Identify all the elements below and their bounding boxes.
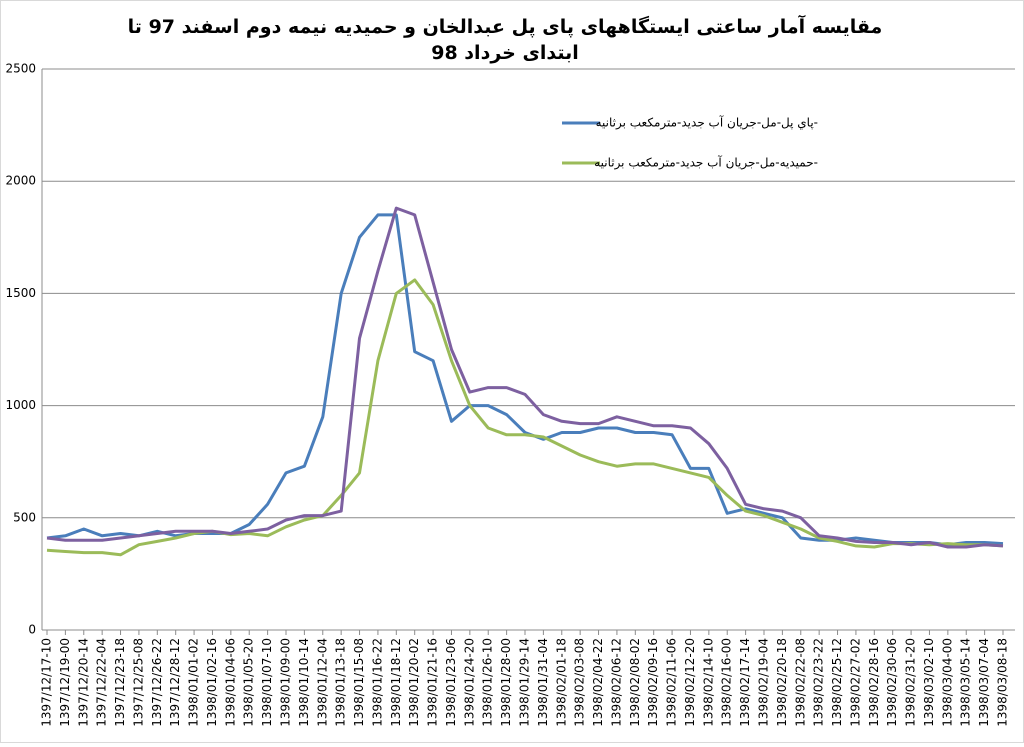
series-line	[46, 213, 1004, 547]
x-tick-label: 1398/02/20-18	[775, 638, 789, 727]
x-tick-label: 1398/01/02-16	[205, 638, 219, 727]
x-tick-label: 1398/01/23-06	[444, 638, 458, 727]
x-tick-label: 1398/03/07-04	[977, 638, 991, 727]
x-tick-label: 1397/12/25-08	[131, 638, 145, 727]
x-tick-label: 1398/01/31-04	[536, 638, 550, 727]
legend-label: حميديه-مل-جريان آب جديد-مترمكعب برثانيه-	[594, 155, 818, 171]
y-tick-label: 500	[13, 510, 36, 524]
series-line	[46, 206, 1004, 549]
x-tick-label: 1397/12/20-14	[76, 638, 90, 727]
x-tick-label: 1398/03/04-00	[940, 638, 954, 727]
x-tick-label: 1398/03/02-10	[922, 638, 936, 727]
x-tick-label: 1398/02/25-12	[830, 638, 844, 727]
x-tick-label: 1398/01/28-00	[499, 638, 513, 727]
x-tick-label: 1398/02/01-18	[554, 638, 568, 727]
y-tick-label: 1000	[5, 398, 36, 412]
x-tick-label: 1398/02/04-22	[591, 638, 605, 727]
x-tick-label: 1398/01/15-08	[352, 638, 366, 727]
x-tick-label: 1398/01/26-10	[481, 638, 495, 727]
x-tick-label: 1398/01/05-20	[242, 638, 256, 727]
x-tick-label: 1398/02/06-12	[609, 638, 623, 727]
chart-title: مقایسه آمار ساعتی ایستگاههای پای پل عبدا…	[127, 16, 883, 64]
x-tick-label: 1397/12/23-18	[113, 638, 127, 727]
x-tick-label: 1398/02/28-16	[867, 638, 881, 727]
x-tick-label: 1398/02/11-06	[665, 638, 679, 727]
x-tick-label: 1397/12/22-04	[95, 638, 109, 727]
x-tick-label: 1397/12/17-10	[40, 638, 54, 727]
x-tick-label: 1398/02/17-14	[738, 638, 752, 727]
x-tick-label: 1398/02/30-06	[885, 638, 899, 727]
x-tick-label: 1398/01/09-00	[279, 638, 293, 727]
y-tick-label: 2000	[5, 174, 36, 188]
x-tick-label: 1398/01/24-20	[462, 638, 476, 727]
x-tick-label: 1398/02/09-16	[646, 638, 660, 727]
x-tick-label: 1398/01/16-22	[370, 638, 384, 727]
y-tick-label: 2500	[5, 62, 36, 76]
x-tick-label: 1398/01/10-14	[297, 638, 311, 727]
x-tick-label: 1398/02/14-10	[701, 638, 715, 727]
series-line	[46, 278, 1004, 557]
x-tick-label: 1398/02/12-20	[683, 638, 697, 727]
y-tick-label: 1500	[5, 286, 36, 300]
x-tick-label: 1397/12/19-00	[58, 638, 72, 727]
x-tick-label: 1398/01/01-02	[187, 638, 201, 727]
x-tick-label: 1398/01/21-16	[426, 638, 440, 727]
x-tick-label: 1397/12/28-12	[168, 638, 182, 727]
x-tick-label: 1398/02/22-08	[793, 638, 807, 727]
x-tick-label: 1398/02/16-00	[720, 638, 734, 727]
x-tick-label: 1398/02/27-02	[848, 638, 862, 727]
x-tick-label: 1398/01/13-18	[334, 638, 348, 727]
x-tick-label: 1398/01/04-06	[223, 638, 237, 727]
x-tick-label: 1398/02/03-08	[573, 638, 587, 727]
x-tick-label: 1398/02/08-02	[628, 638, 642, 727]
y-tick-label: 0	[28, 623, 36, 637]
x-tick-label: 1398/03/08-18	[996, 638, 1010, 727]
legend-label: پاي پل-مل-جريان آب جديد-مترمكعب برثانيه-	[596, 115, 818, 131]
x-tick-label: 1398/01/12-04	[315, 638, 329, 727]
x-tick-label: 1398/01/29-14	[518, 638, 532, 727]
x-tick-label: 1398/01/18-12	[389, 638, 403, 727]
x-tick-label: 1398/02/19-04	[757, 638, 771, 727]
x-tick-label: 1398/01/20-02	[407, 638, 421, 727]
x-tick-label: 1398/02/23-22	[812, 638, 826, 727]
x-tick-label: 1398/02/31-20	[904, 638, 918, 727]
x-tick-label: 1397/12/26-22	[150, 638, 164, 727]
x-tick-label: 1398/01/07-10	[260, 638, 274, 727]
x-tick-label: 1398/03/05-14	[959, 638, 973, 727]
